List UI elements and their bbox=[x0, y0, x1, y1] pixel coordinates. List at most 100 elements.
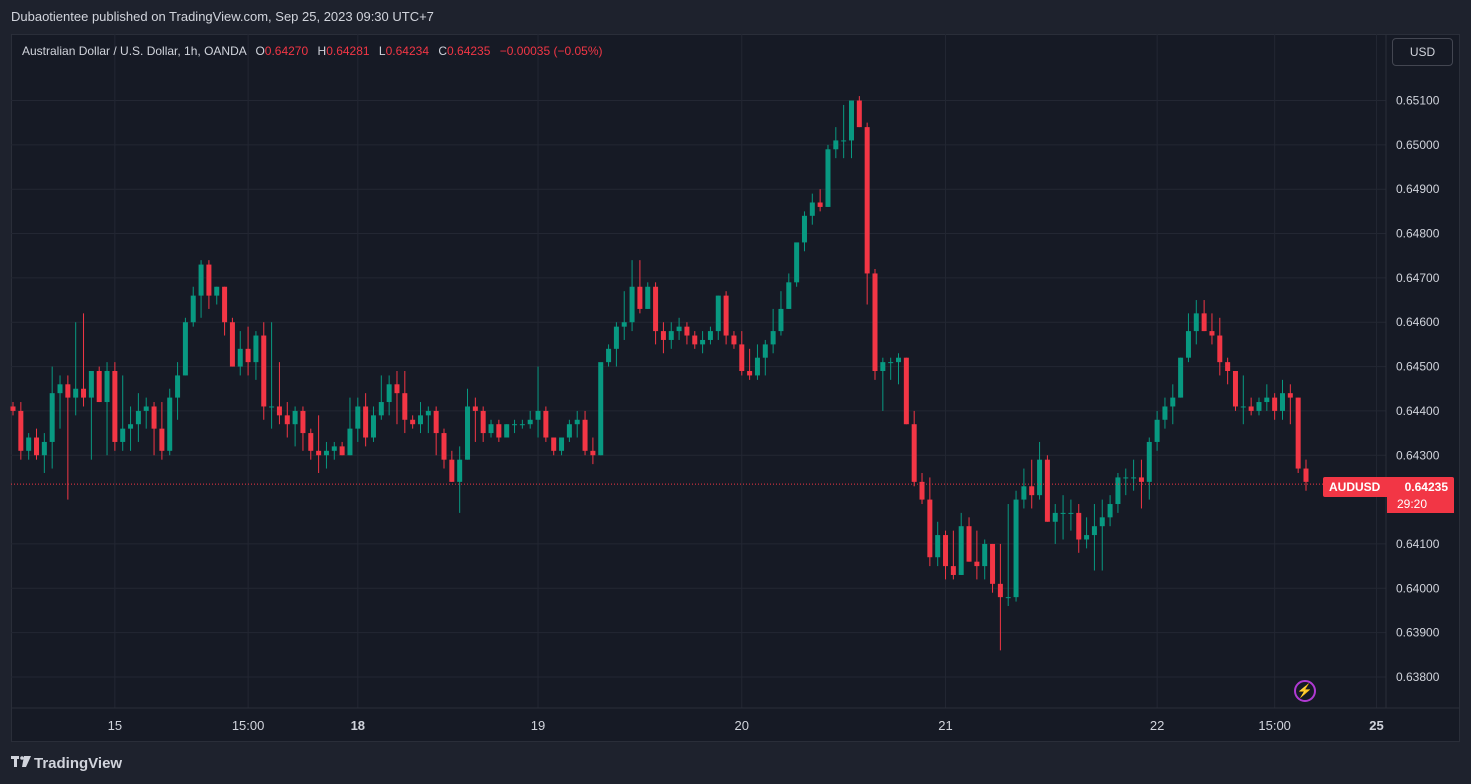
candle-body[interactable] bbox=[167, 397, 173, 451]
candle-body[interactable] bbox=[519, 424, 525, 426]
candle-body[interactable] bbox=[527, 419, 533, 425]
candle-body[interactable] bbox=[660, 331, 666, 340]
candle-body[interactable] bbox=[190, 295, 196, 323]
candle-body[interactable] bbox=[668, 331, 674, 340]
candle-body[interactable] bbox=[825, 149, 831, 207]
candle-body[interactable] bbox=[770, 331, 776, 345]
candle-body[interactable] bbox=[950, 566, 956, 575]
candle-body[interactable] bbox=[300, 410, 306, 434]
candle-body[interactable] bbox=[1162, 406, 1168, 420]
candle-body[interactable] bbox=[1052, 512, 1058, 522]
candle-body[interactable] bbox=[833, 140, 839, 150]
candle-body[interactable] bbox=[927, 499, 933, 558]
candle-body[interactable] bbox=[872, 273, 878, 371]
candle-body[interactable] bbox=[896, 357, 902, 363]
candle-body[interactable] bbox=[441, 433, 447, 460]
candle-body[interactable] bbox=[88, 371, 94, 398]
candle-body[interactable] bbox=[1264, 397, 1270, 403]
candle-body[interactable] bbox=[237, 348, 243, 367]
candle-body[interactable] bbox=[245, 348, 251, 363]
candle-body[interactable] bbox=[974, 561, 980, 567]
candle-body[interactable] bbox=[120, 428, 126, 442]
candle-body[interactable] bbox=[739, 344, 745, 371]
candle-body[interactable] bbox=[1185, 331, 1191, 358]
candle-body[interactable] bbox=[645, 286, 651, 309]
candle-body[interactable] bbox=[81, 388, 87, 398]
candle-body[interactable] bbox=[535, 410, 541, 420]
candle-body[interactable] bbox=[206, 264, 212, 296]
candle-body[interactable] bbox=[229, 322, 235, 367]
candle-body[interactable] bbox=[747, 371, 753, 376]
candle-body[interactable] bbox=[848, 100, 854, 141]
candle-body[interactable] bbox=[731, 335, 737, 345]
candle-body[interactable] bbox=[339, 446, 345, 456]
candle-body[interactable] bbox=[143, 406, 149, 411]
candle-body[interactable] bbox=[1146, 441, 1152, 482]
candle-body[interactable] bbox=[386, 384, 392, 403]
candle-body[interactable] bbox=[18, 410, 24, 451]
candle-body[interactable] bbox=[57, 384, 63, 394]
candle-body[interactable] bbox=[308, 433, 314, 451]
candle-body[interactable] bbox=[1044, 459, 1050, 522]
candle-body[interactable] bbox=[323, 450, 329, 456]
candle-body[interactable] bbox=[112, 371, 118, 442]
candle-body[interactable] bbox=[1154, 419, 1160, 442]
candle-body[interactable] bbox=[1303, 468, 1309, 482]
candle-body[interactable] bbox=[1037, 459, 1043, 496]
candle-body[interactable] bbox=[653, 286, 659, 332]
candle-body[interactable] bbox=[496, 424, 502, 438]
candle-body[interactable] bbox=[1209, 331, 1215, 336]
candle-body[interactable] bbox=[159, 428, 165, 451]
candle-body[interactable] bbox=[707, 331, 713, 340]
candle-body[interactable] bbox=[370, 415, 376, 438]
candle-body[interactable] bbox=[292, 410, 298, 425]
candle-body[interactable] bbox=[394, 384, 400, 394]
candle-body[interactable] bbox=[582, 419, 588, 451]
candle-body[interactable] bbox=[1013, 499, 1019, 598]
candle-body[interactable] bbox=[222, 286, 228, 323]
candle-body[interactable] bbox=[911, 424, 917, 482]
candle-body[interactable] bbox=[551, 437, 557, 451]
candle-body[interactable] bbox=[1123, 477, 1129, 479]
candle-body[interactable] bbox=[1107, 504, 1113, 518]
candle-body[interactable] bbox=[433, 410, 439, 434]
candle-body[interactable] bbox=[1217, 335, 1223, 363]
candle-body[interactable] bbox=[598, 362, 604, 456]
candle-body[interactable] bbox=[363, 406, 369, 438]
candle-body[interactable] bbox=[590, 450, 596, 456]
candle-body[interactable] bbox=[715, 295, 721, 332]
candle-body[interactable] bbox=[472, 406, 478, 411]
candle-body[interactable] bbox=[958, 526, 964, 575]
candle-body[interactable] bbox=[175, 375, 181, 398]
candle-body[interactable] bbox=[449, 459, 455, 482]
candle-body[interactable] bbox=[1131, 477, 1137, 479]
candle-body[interactable] bbox=[676, 326, 682, 332]
candle-body[interactable] bbox=[966, 526, 972, 562]
candle-body[interactable] bbox=[198, 264, 204, 296]
candle-body[interactable] bbox=[1295, 397, 1301, 469]
candle-body[interactable] bbox=[723, 295, 729, 336]
candle-body[interactable] bbox=[1029, 486, 1035, 496]
candle-body[interactable] bbox=[754, 357, 760, 376]
candle-body[interactable] bbox=[128, 424, 134, 429]
chart-pane[interactable] bbox=[11, 34, 1460, 742]
candle-body[interactable] bbox=[504, 424, 510, 438]
candle-body[interactable] bbox=[762, 344, 768, 358]
candle-body[interactable] bbox=[1248, 406, 1254, 411]
candle-body[interactable] bbox=[982, 543, 988, 567]
candle-body[interactable] bbox=[1240, 406, 1246, 408]
lightning-icon[interactable]: ⚡ bbox=[1294, 680, 1316, 702]
currency-button[interactable]: USD bbox=[1392, 38, 1453, 66]
candle-body[interactable] bbox=[276, 406, 282, 416]
candle-body[interactable] bbox=[104, 371, 110, 403]
candle-body[interactable] bbox=[417, 415, 423, 425]
candle-body[interactable] bbox=[41, 441, 47, 456]
tradingview-logo[interactable]: TradingView bbox=[11, 753, 122, 773]
candle-body[interactable] bbox=[1232, 371, 1238, 407]
candle-body[interactable] bbox=[96, 371, 102, 403]
candle-body[interactable] bbox=[606, 348, 612, 363]
candle-body[interactable] bbox=[1193, 313, 1199, 332]
candle-body[interactable] bbox=[574, 419, 580, 425]
candle-body[interactable] bbox=[1021, 486, 1027, 500]
